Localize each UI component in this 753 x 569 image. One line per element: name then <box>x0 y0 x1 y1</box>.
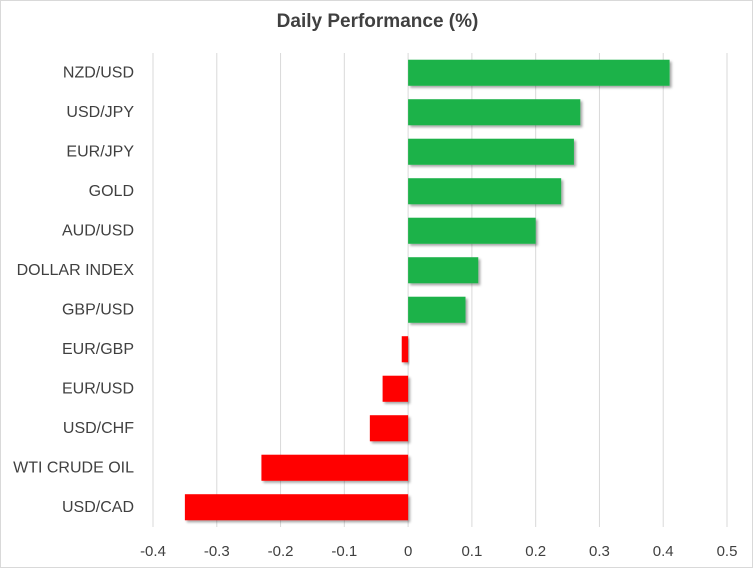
category-label-wti-crude-oil: WTI CRUDE OIL <box>13 459 134 476</box>
category-label-dollar-index: DOLLAR INDEX <box>17 262 135 279</box>
category-label-usd-jpy: USD/JPY <box>66 104 134 121</box>
category-label-nzd-usd: NZD/USD <box>63 64 134 81</box>
category-labels: NZD/USD USD/JPY EUR/JPY GOLD AUD/USD DOLLAR I… <box>13 64 134 516</box>
x-tick-label-0-3: 0.3 <box>589 543 610 560</box>
category-label-gbp-usd: GBP/USD <box>62 301 134 318</box>
bar-wti-crude-oil <box>261 454 409 481</box>
bar-dollar-index <box>408 257 479 284</box>
category-label-gold: GOLD <box>89 183 134 200</box>
bar-usd-jpy <box>408 99 581 126</box>
x-tick-labels: -0.4 -0.3 -0.2 -0.1 0 0.1 0.2 0.3 0.4 0.5 <box>140 543 737 560</box>
bar-eur-jpy <box>408 138 574 165</box>
x-tick-label-0-3: -0.3 <box>204 543 230 560</box>
category-label-eur-gbp: EUR/GBP <box>62 341 134 358</box>
x-tick-label-0-4: -0.4 <box>140 543 166 560</box>
bar-usd-chf <box>369 415 409 442</box>
gridlines <box>152 53 728 527</box>
bar-gbp-usd <box>408 296 466 323</box>
chart-title: Daily Performance (%) <box>276 11 479 32</box>
category-label-eur-usd: EUR/USD <box>62 380 134 397</box>
x-tick-label-0-1: 0.1 <box>461 543 482 560</box>
bar-usd-cad <box>184 494 409 521</box>
bar-nzd-usd <box>408 59 670 86</box>
bar-gold <box>408 178 562 205</box>
bar-eur-gbp <box>401 336 409 363</box>
x-tick-label-0-2: -0.2 <box>268 543 294 560</box>
bars <box>184 59 670 521</box>
x-tick-label-0-2: 0.2 <box>525 543 546 560</box>
x-tick-label-0-4: 0.4 <box>653 543 674 560</box>
x-tick-label-0-1: -0.1 <box>331 543 357 560</box>
x-tick-label-0: 0 <box>404 543 412 560</box>
category-label-usd-cad: USD/CAD <box>62 499 134 516</box>
category-label-aud-usd: AUD/USD <box>62 222 134 239</box>
bar-aud-usd <box>408 217 536 244</box>
x-tick-label-0-5: 0.5 <box>717 543 738 560</box>
bar-eur-usd <box>382 375 409 402</box>
category-label-eur-jpy: EUR/JPY <box>66 143 134 160</box>
category-label-usd-chf: USD/CHF <box>63 420 134 437</box>
